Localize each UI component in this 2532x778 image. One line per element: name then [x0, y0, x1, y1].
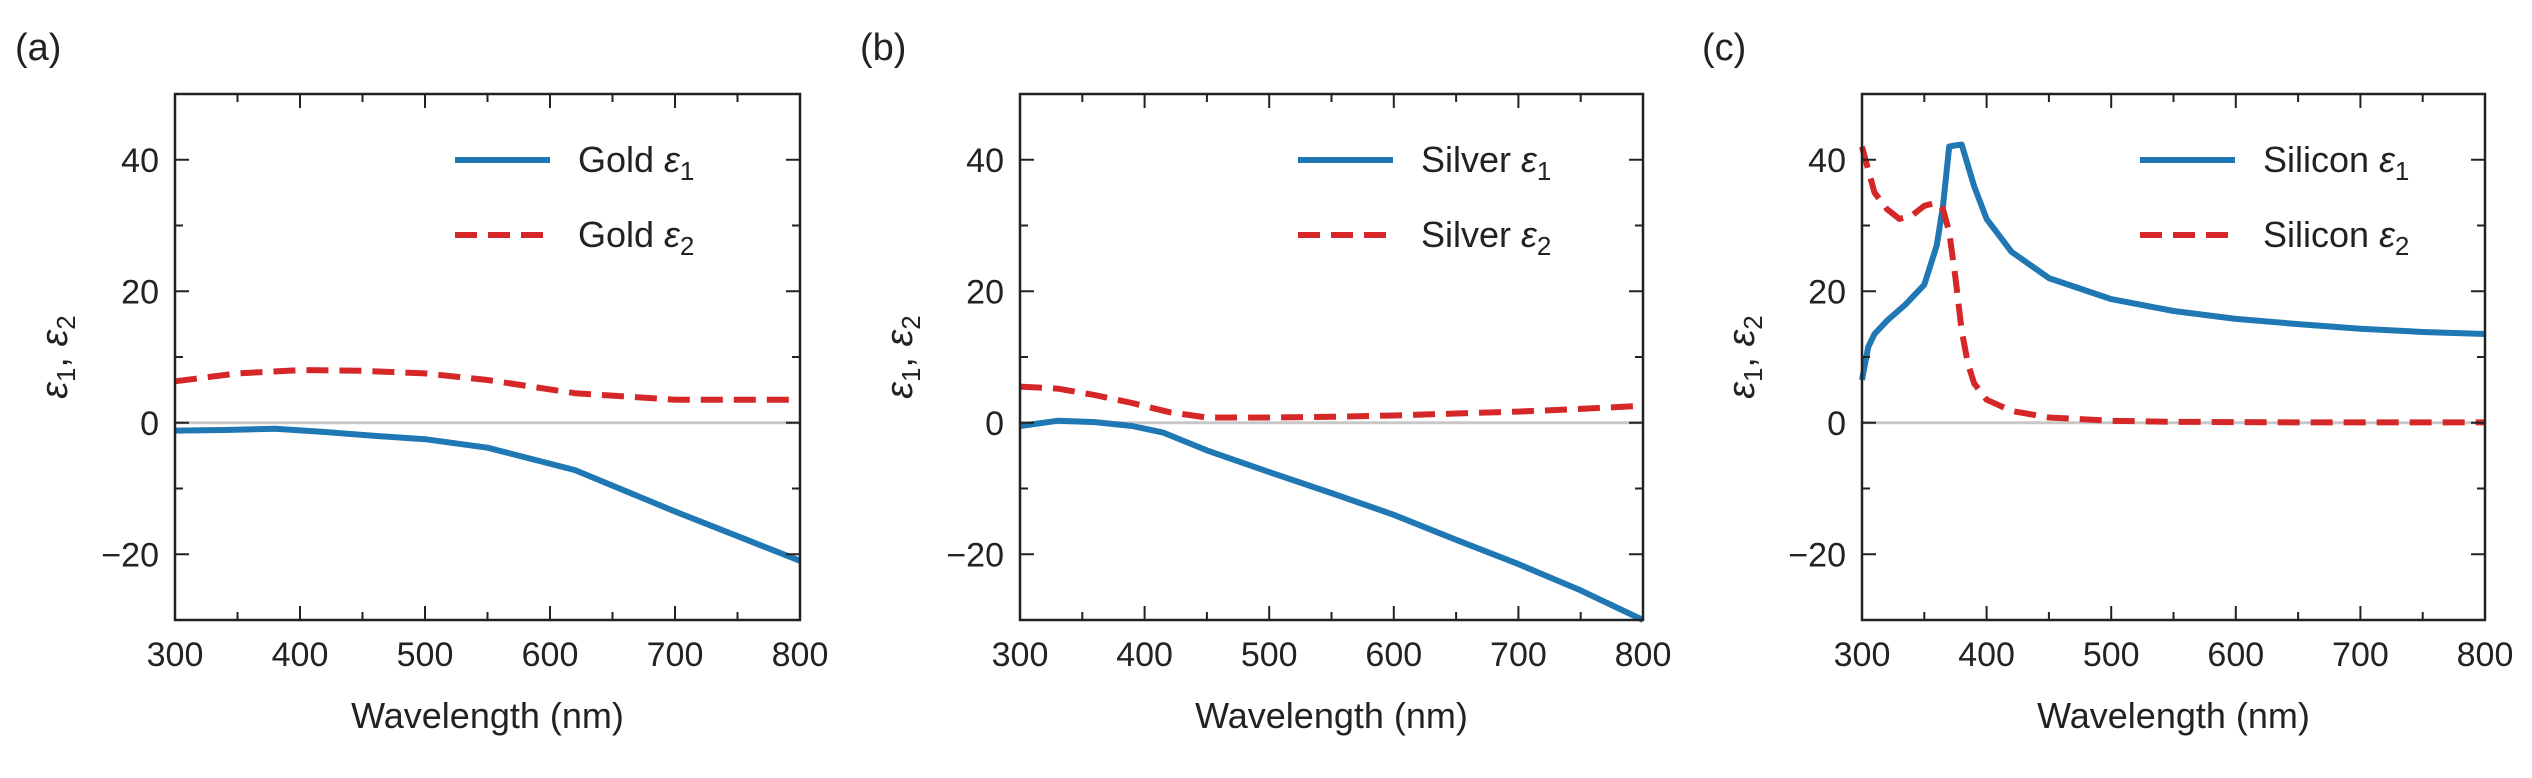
x-tick-label: 400: [1116, 636, 1173, 674]
x-axis-label: Wavelength (nm): [2037, 695, 2310, 736]
panel-label: (c): [1702, 27, 1746, 69]
x-tick-label: 800: [1615, 636, 1672, 674]
y-tick-label: 40: [121, 142, 159, 180]
x-axis-label: Wavelength (nm): [1195, 695, 1468, 736]
series-line-1: [1019, 417, 1645, 623]
y-label-sep: ,: [34, 346, 76, 367]
x-tick-label: 500: [2083, 636, 2140, 674]
y-tick-label: −20: [946, 536, 1004, 574]
legend-eps: ε: [2379, 214, 2396, 255]
legend-sub: 1: [2395, 156, 2409, 186]
y-tick-label: 0: [985, 405, 1004, 443]
x-tick-label: 700: [2332, 636, 2389, 674]
legend-eps: ε: [1521, 214, 1538, 255]
y-tick-label: −20: [101, 536, 159, 574]
y-label-sub: 2: [51, 315, 81, 329]
legend-eps: ε: [664, 214, 681, 255]
y-label-sep: ,: [879, 346, 921, 367]
y-axis-label: ε1, ε2: [1721, 315, 1768, 398]
series-line-2: [1859, 145, 2485, 426]
x-tick-label: 400: [1958, 636, 2015, 674]
y-tick-label: 20: [966, 273, 1004, 311]
x-axis-label: Wavelength (nm): [351, 695, 624, 736]
plot-frame: [173, 92, 802, 622]
x-tick-label: 300: [147, 636, 204, 674]
panel-a: (a) 300 400 500 600 700 800 −20 0 20 40 Wavelength …: [15, 27, 828, 736]
x-tick-label: 500: [1241, 636, 1298, 674]
series-line-2: [1019, 383, 1644, 421]
y-tick-label: 20: [121, 273, 159, 311]
y-axis-label: ε1, ε2: [34, 315, 81, 398]
x-tick-label: 600: [1365, 636, 1422, 674]
panel-b: (b) 300 400 500 600 700 800 −20 0 20 40 Wavelength …: [860, 27, 1671, 736]
legend-entry: Silver ε1: [1421, 139, 1551, 186]
x-tick-label: 400: [272, 636, 329, 674]
y-tick-label: 0: [140, 405, 159, 443]
y-label-eps: ε: [34, 328, 76, 346]
legend-eps: ε: [2379, 139, 2396, 180]
series-line-1: [174, 425, 802, 564]
legend-text: Silicon: [2263, 139, 2379, 180]
y-tick-label: 0: [1827, 405, 1846, 443]
x-tick-label: 800: [772, 636, 829, 674]
legend-text: Silicon: [2263, 214, 2379, 255]
x-tick-label: 300: [992, 636, 1049, 674]
series-line-1: [1859, 141, 2486, 381]
panel-label: (b): [860, 27, 906, 69]
y-tick-label: −20: [1788, 536, 1846, 574]
y-label-sub: 2: [1738, 315, 1768, 329]
y-label-eps: ε: [879, 381, 921, 399]
y-label-sub: 1: [1738, 368, 1768, 382]
x-tick-label: 500: [397, 636, 454, 674]
y-label-sub: 2: [896, 315, 926, 329]
legend-text: Gold: [578, 139, 664, 180]
legend-sub: 2: [2395, 231, 2409, 261]
legend-sub: 1: [680, 156, 694, 186]
y-tick-label: 40: [966, 142, 1004, 180]
y-label-eps: ε: [879, 328, 921, 346]
legend-eps: ε: [1521, 139, 1538, 180]
y-axis-label: ε1, ε2: [879, 315, 926, 398]
y-tick-label: 20: [1808, 273, 1846, 311]
x-tick-label: 600: [522, 636, 579, 674]
x-tick-label: 700: [1490, 636, 1547, 674]
y-label-sub: 1: [51, 368, 81, 382]
y-label-sep: ,: [1721, 346, 1763, 367]
y-label-sub: 1: [896, 368, 926, 382]
y-label-eps: ε: [34, 381, 76, 399]
legend-text: Silver: [1421, 214, 1521, 255]
x-tick-label: 600: [2207, 636, 2264, 674]
panel-label: (a): [15, 27, 61, 69]
legend-entry: Gold ε1: [578, 139, 694, 186]
legend-entry: Silicon ε2: [2263, 214, 2409, 261]
y-label-eps: ε: [1721, 381, 1763, 399]
x-tick-label: 700: [647, 636, 704, 674]
y-tick-label: 40: [1808, 142, 1846, 180]
legend-sub: 2: [1537, 231, 1551, 261]
x-tick-label: 300: [1834, 636, 1891, 674]
panel-c: (c) 300 400 500 600 700 800 −20 0 20 40 Wavelength …: [1702, 27, 2513, 736]
x-tick-label: 800: [2457, 636, 2514, 674]
legend-text: Gold: [578, 214, 664, 255]
y-label-eps: ε: [1721, 328, 1763, 346]
legend-sub: 1: [1537, 156, 1551, 186]
legend-text: Silver: [1421, 139, 1521, 180]
legend-entry: Gold ε2: [578, 214, 694, 261]
legend-sub: 2: [680, 231, 694, 261]
legend-entry: Silicon ε1: [2263, 139, 2409, 186]
legend-eps: ε: [664, 139, 681, 180]
series-line-2: [174, 367, 800, 403]
legend-entry: Silver ε2: [1421, 214, 1551, 261]
